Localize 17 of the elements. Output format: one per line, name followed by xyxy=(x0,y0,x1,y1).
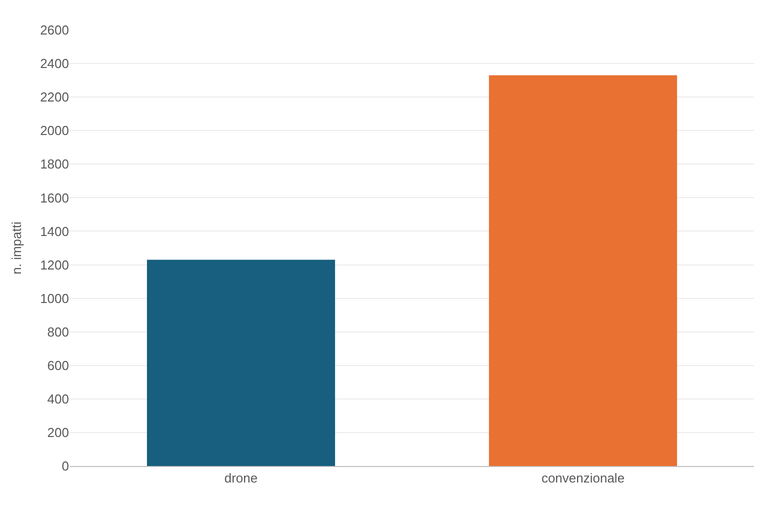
y-tick-label: 800 xyxy=(47,324,69,340)
y-tick-label: 2600 xyxy=(40,22,69,38)
y-tick-label: 200 xyxy=(47,425,69,440)
y-tick-label: 400 xyxy=(47,391,69,406)
y-tick-label: 2000 xyxy=(40,123,69,138)
y-axis-title: n. impatti xyxy=(9,222,24,274)
y-tick-label: 2200 xyxy=(40,90,69,105)
y-tick-label: 1200 xyxy=(40,257,69,272)
x-tick-label: drone xyxy=(224,470,258,486)
x-tick-label: convenzionale xyxy=(541,470,625,486)
y-tick-label: 1000 xyxy=(40,290,69,306)
y-tick-label: 1400 xyxy=(40,224,69,239)
y-tick-label: 600 xyxy=(47,358,69,373)
y-tick-label: 1800 xyxy=(40,156,69,172)
y-tick-label: 0 xyxy=(62,458,69,474)
y-tick-label: 1600 xyxy=(40,190,69,206)
y-tick-label: 2400 xyxy=(40,56,69,72)
